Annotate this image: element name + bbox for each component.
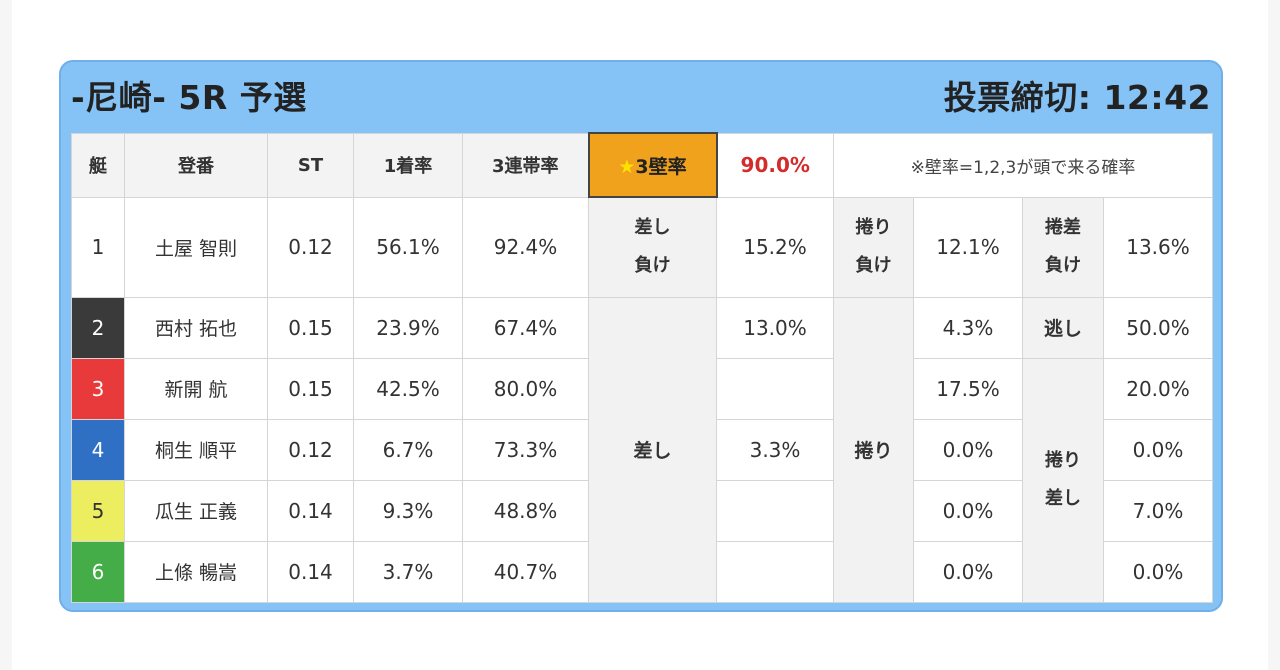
top3-rate: 67.4% [462, 296, 589, 359]
sashi-rate: 15.2% [716, 196, 834, 298]
sashi-rate [716, 540, 834, 603]
makurisashi-rate: 0.0% [1103, 540, 1213, 603]
lane-number: 1 [71, 196, 125, 298]
racer-name: 新開 航 [124, 357, 268, 420]
kimarite-makuri: 捲り [833, 296, 914, 603]
makuri-rate: 0.0% [913, 540, 1023, 603]
kimarite-label: 差し [634, 217, 671, 239]
sashi-rate [716, 357, 834, 420]
kimarite-sashi: 差し [588, 296, 717, 603]
racer-name: 西村 拓也 [124, 296, 268, 359]
makuri-rate: 4.3% [913, 296, 1023, 359]
col-header-name: 登番 [124, 132, 268, 198]
kimarite-sashi-make: 差し 負け [588, 196, 717, 298]
lane-number: 4 [71, 418, 125, 481]
col-header-win-rate: 1着率 [353, 132, 463, 198]
racer-stats-table: 艇 登番 ST 1着率 3連帯率 ★3壁率 90.0% ※壁率=1,2,3が頭で… [71, 132, 1213, 603]
makurisashi-rate: 20.0% [1103, 357, 1213, 420]
lane-number: 3 [71, 357, 125, 420]
racer-name: 瓜生 正義 [124, 479, 268, 542]
kimarite-label: 負け [1045, 255, 1081, 276]
kimarite-label: 捲り [1045, 450, 1081, 471]
kimarite-label: 負け [634, 255, 671, 277]
st-value: 0.12 [267, 196, 354, 298]
kabe-rate-header: ★3壁率 [587, 132, 718, 198]
racer-name: 上條 暢嵩 [124, 540, 268, 603]
st-value: 0.14 [267, 479, 354, 542]
makurisashi-rate: 13.6% [1103, 196, 1213, 298]
table-row: 2 西村 拓也 0.15 23.9% 67.4% 差し 13.0% 捲り 4.3… [71, 296, 1213, 603]
st-value: 0.15 [267, 357, 354, 420]
kimarite-label: 捲り [855, 217, 892, 238]
kimarite-makurisashi: 捲り 差し [1022, 357, 1104, 603]
col-header-top3-rate: 3連帯率 [462, 132, 589, 198]
top3-rate: 40.7% [462, 540, 589, 603]
win-rate: 6.7% [353, 418, 463, 481]
lane-number: 2 [71, 296, 125, 359]
table-header-row: 艇 登番 ST 1着率 3連帯率 ★3壁率 90.0% ※壁率=1,2,3が頭で… [71, 132, 1213, 198]
race-card: -尼崎- 5R 予選 投票締切: 12:42 艇 登番 ST 1着率 3連帯率 … [59, 60, 1223, 612]
lane-number: 5 [71, 479, 125, 542]
kimarite-label: 捲差 [1045, 217, 1081, 238]
win-rate: 56.1% [353, 196, 463, 298]
vote-deadline: 投票締切: 12:42 [943, 78, 1211, 117]
win-rate: 9.3% [353, 479, 463, 542]
kimarite-makuri-make: 捲り 負け [833, 196, 914, 298]
kabe-rate-label: 3壁率 [635, 155, 687, 178]
makurisashi-rate: 50.0% [1103, 296, 1213, 359]
st-value: 0.15 [267, 296, 354, 359]
race-title: -尼崎- 5R 予選 [71, 78, 307, 117]
top3-rate: 92.4% [462, 196, 589, 298]
table-row: 6 上條 暢嵩 0.14 3.7% 40.7% 0.0% 0.0% [71, 540, 1213, 603]
kabe-rate-value: 90.0% [716, 132, 834, 198]
table-row: 3 新開 航 0.15 42.5% 80.0% 17.5% 捲り差し 20.0% [71, 357, 1213, 603]
makurisashi-rate: 0.0% [1103, 418, 1213, 481]
makuri-rate: 17.5% [913, 357, 1023, 420]
kimarite-label: 負け [855, 255, 892, 276]
makuri-rate: 12.1% [913, 196, 1023, 298]
top3-rate: 80.0% [462, 357, 589, 420]
kimarite-label: 差し [1045, 488, 1081, 509]
racer-name: 桐生 順平 [124, 418, 268, 481]
makurisashi-rate: 7.0% [1103, 479, 1213, 542]
table-row: 5 瓜生 正義 0.14 9.3% 48.8% 0.0% 7.0% [71, 479, 1213, 542]
win-rate: 3.7% [353, 540, 463, 603]
top3-rate: 48.8% [462, 479, 589, 542]
kimarite-nige: 逃し [1022, 296, 1104, 359]
star-icon: ★ [618, 155, 636, 178]
makuri-rate: 0.0% [913, 418, 1023, 481]
top3-rate: 73.3% [462, 418, 589, 481]
sashi-rate [716, 479, 834, 542]
makuri-rate: 0.0% [913, 479, 1023, 542]
table-row: 4 桐生 順平 0.12 6.7% 73.3% 3.3% 0.0% 0.0% [71, 418, 1213, 481]
col-header-lane: 艇 [71, 132, 125, 198]
st-value: 0.14 [267, 540, 354, 603]
st-value: 0.12 [267, 418, 354, 481]
sashi-rate: 3.3% [716, 418, 834, 481]
kimarite-makurisashi-make: 捲差 負け [1022, 196, 1104, 298]
win-rate: 42.5% [353, 357, 463, 420]
racer-name: 土屋 智則 [124, 196, 268, 298]
win-rate: 23.9% [353, 296, 463, 359]
col-header-st: ST [267, 132, 354, 198]
kabe-rate-note: ※壁率=1,2,3が頭で来る確率 [833, 132, 1213, 198]
sashi-rate: 13.0% [716, 296, 834, 359]
table-row: 1 土屋 智則 0.12 56.1% 92.4% 差し負け 15.2% 捲り負け… [71, 196, 1213, 298]
lane-number: 6 [71, 540, 125, 603]
